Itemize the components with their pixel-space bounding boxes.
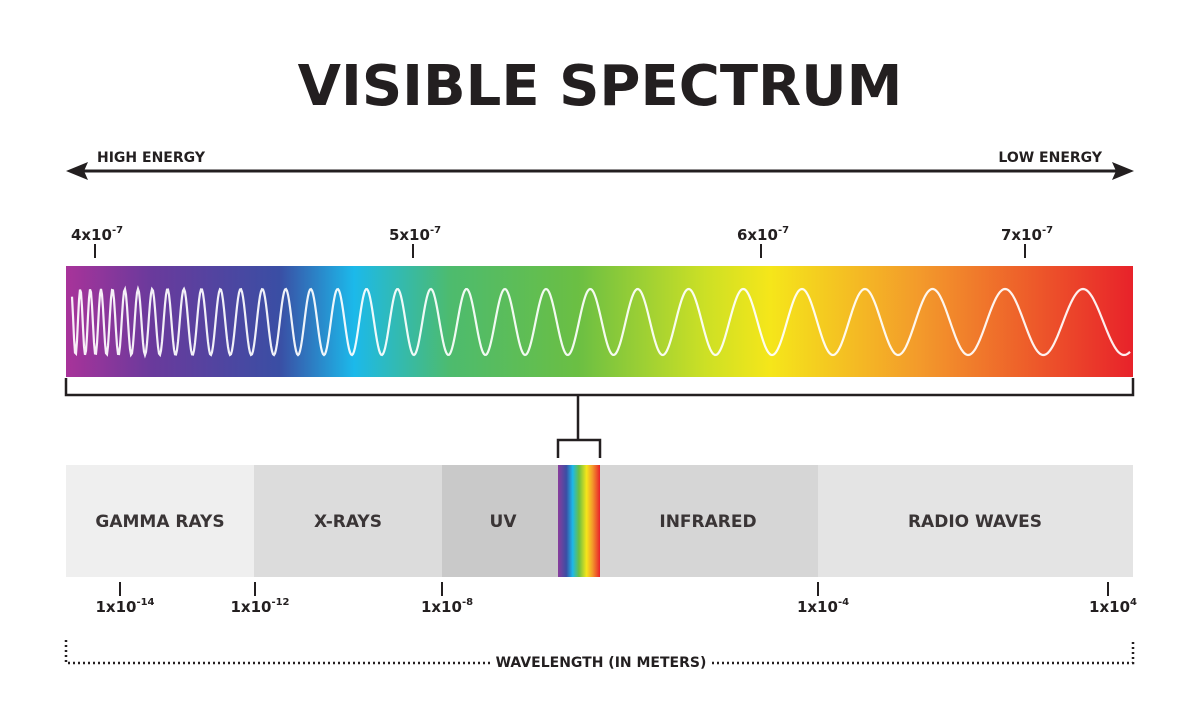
band-strip: [66, 465, 1133, 577]
tick-label: 1x10-4: [797, 597, 849, 616]
tick-base: 6x10: [737, 226, 778, 244]
tick-base: 1x10: [95, 598, 136, 616]
tick-exponent: -7: [1042, 225, 1053, 236]
tick-exponent: 4: [1130, 597, 1137, 608]
title: VISIBLE SPECTRUM: [298, 54, 903, 119]
energy-arrow: [66, 162, 1134, 180]
tick-base: 1x10: [797, 598, 838, 616]
band-label: GAMMA RAYS: [95, 512, 224, 532]
band-label: RADIO WAVES: [908, 512, 1042, 532]
tick-label: 5x10-7: [389, 225, 441, 244]
tick-exponent: -4: [838, 597, 849, 608]
bracket: [64, 378, 1135, 458]
band-label: INFRARED: [659, 512, 756, 532]
tick-base: 1x10: [421, 598, 462, 616]
tick-base: 5x10: [389, 226, 430, 244]
band-label: X-RAYS: [314, 512, 382, 532]
axis-label: WAVELENGTH (IN METERS): [496, 655, 707, 671]
tick-exponent: -12: [271, 597, 289, 608]
tick-label: 1x10-14: [95, 597, 154, 616]
tick-exponent: -14: [136, 597, 154, 608]
tick-label: 1x104: [1089, 597, 1137, 616]
tick-exponent: -7: [112, 225, 123, 236]
wavelength-bracket: [64, 640, 1135, 665]
high-energy: HIGH ENERGY: [97, 150, 206, 166]
wave: [70, 285, 1131, 359]
tick-exponent: -8: [462, 597, 473, 608]
tick-base: 1x10: [1089, 598, 1130, 616]
tick-exponent: -7: [430, 225, 441, 236]
tick-base: 7x10: [1001, 226, 1042, 244]
tick-label: 7x10-7: [1001, 225, 1053, 244]
tick-label: 1x10-12: [230, 597, 289, 616]
tick-label: 4x10-7: [71, 225, 123, 244]
visible-band: [66, 266, 1133, 377]
low-energy: LOW ENERGY: [998, 150, 1102, 166]
tick-label: 1x10-8: [421, 597, 473, 616]
tick-base: 1x10: [230, 598, 271, 616]
tick-exponent: -7: [778, 225, 789, 236]
tick-base: 4x10: [71, 226, 112, 244]
band-label: UV: [490, 512, 518, 532]
tick-label: 6x10-7: [737, 225, 789, 244]
